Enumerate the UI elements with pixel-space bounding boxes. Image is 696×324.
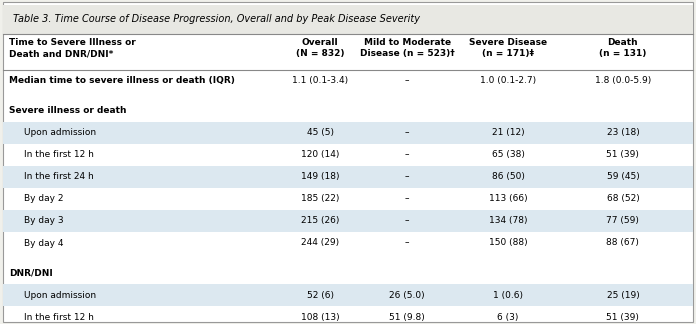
Text: By day 3: By day 3	[24, 216, 64, 226]
Text: 1 (0.6): 1 (0.6)	[493, 291, 523, 300]
Text: Upon admission: Upon admission	[24, 128, 97, 137]
Text: Severe illness or death: Severe illness or death	[9, 106, 127, 115]
Text: 215 (26): 215 (26)	[301, 216, 340, 226]
Text: DNR/DNI: DNR/DNI	[9, 269, 53, 278]
Text: 1.1 (0.1-3.4): 1.1 (0.1-3.4)	[292, 76, 348, 85]
Text: 120 (14): 120 (14)	[301, 150, 340, 159]
Text: 77 (59): 77 (59)	[606, 216, 640, 226]
Text: In the first 12 h: In the first 12 h	[24, 150, 94, 159]
Bar	[3, 284, 693, 306]
Text: In the first 12 h: In the first 12 h	[24, 313, 94, 322]
Text: –: –	[405, 238, 409, 248]
Text: 45 (5): 45 (5)	[307, 128, 333, 137]
Text: Mild to Moderate
Disease (n = 523)†: Mild to Moderate Disease (n = 523)†	[360, 38, 454, 58]
Text: –: –	[405, 216, 409, 226]
Text: 51 (39): 51 (39)	[606, 150, 640, 159]
Text: Table 3. Time Course of Disease Progression, Overall and by Peak Disease Severit: Table 3. Time Course of Disease Progress…	[13, 15, 420, 24]
Text: 65 (38): 65 (38)	[491, 150, 525, 159]
Text: 244 (29): 244 (29)	[301, 238, 339, 248]
Text: 108 (13): 108 (13)	[301, 313, 340, 322]
Text: –: –	[405, 76, 409, 85]
Text: 21 (12): 21 (12)	[492, 128, 524, 137]
Text: 52 (6): 52 (6)	[307, 291, 333, 300]
Text: 6 (3): 6 (3)	[498, 313, 519, 322]
Text: –: –	[405, 172, 409, 181]
Text: 88 (67): 88 (67)	[606, 238, 640, 248]
Text: 150 (88): 150 (88)	[489, 238, 528, 248]
Text: 51 (39): 51 (39)	[606, 313, 640, 322]
Text: 26 (5.0): 26 (5.0)	[389, 291, 425, 300]
Text: 25 (19): 25 (19)	[606, 291, 640, 300]
Text: By day 2: By day 2	[24, 194, 64, 203]
Text: Severe Disease
(n = 171)‡: Severe Disease (n = 171)‡	[469, 38, 547, 58]
Text: Upon admission: Upon admission	[24, 291, 97, 300]
Text: In the first 24 h: In the first 24 h	[24, 172, 94, 181]
Text: Median time to severe illness or death (IQR): Median time to severe illness or death (…	[9, 76, 235, 85]
Text: –: –	[405, 128, 409, 137]
Text: Time to Severe Illness or
Death and DNR/DNI*: Time to Severe Illness or Death and DNR/…	[9, 38, 136, 58]
Text: 134 (78): 134 (78)	[489, 216, 528, 226]
Text: Death
(n = 131): Death (n = 131)	[599, 38, 647, 58]
Bar	[3, 5, 693, 34]
Text: 149 (18): 149 (18)	[301, 172, 340, 181]
Text: Overall
(N = 832): Overall (N = 832)	[296, 38, 345, 58]
Bar	[3, 166, 693, 188]
Bar	[3, 210, 693, 232]
Text: 1.0 (0.1-2.7): 1.0 (0.1-2.7)	[480, 76, 536, 85]
Text: 113 (66): 113 (66)	[489, 194, 528, 203]
Text: 86 (50): 86 (50)	[491, 172, 525, 181]
Text: 1.8 (0.0-5.9): 1.8 (0.0-5.9)	[595, 76, 651, 85]
Text: 51 (9.8): 51 (9.8)	[389, 313, 425, 322]
Text: 59 (45): 59 (45)	[606, 172, 640, 181]
Text: 68 (52): 68 (52)	[606, 194, 640, 203]
Text: 185 (22): 185 (22)	[301, 194, 340, 203]
Text: –: –	[405, 194, 409, 203]
Bar	[3, 122, 693, 144]
Text: 23 (18): 23 (18)	[606, 128, 640, 137]
Text: By day 4: By day 4	[24, 238, 64, 248]
Text: –: –	[405, 150, 409, 159]
